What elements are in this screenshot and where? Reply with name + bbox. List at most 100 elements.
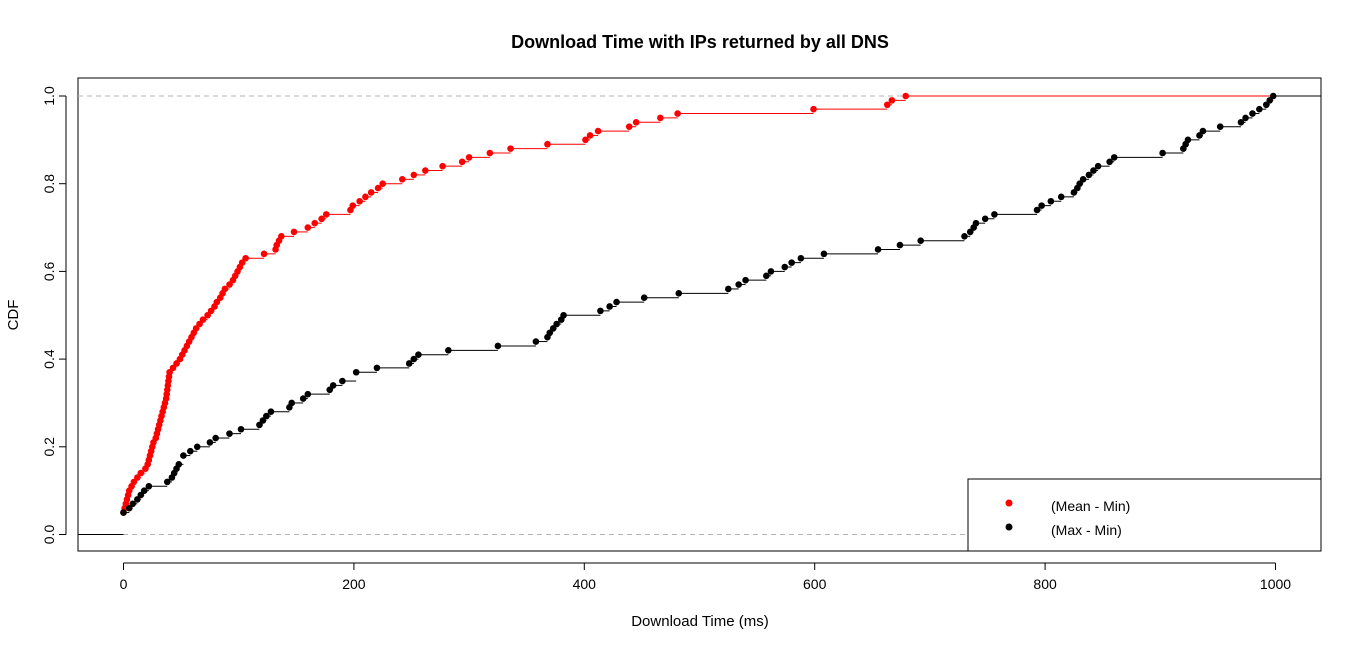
series-1-point-15 (206, 439, 214, 446)
series-0-point-70 (349, 202, 357, 209)
series-1-point-7 (163, 478, 171, 486)
legend-label-max-min: (Max - Min) (1051, 522, 1122, 538)
series-1-point-32 (405, 360, 413, 367)
series-1-point-74 (1079, 176, 1087, 183)
series-1-point-6 (145, 482, 153, 490)
legend-marker-max-min (1005, 523, 1013, 531)
series-1-point-41 (553, 320, 560, 328)
series-1-point-58 (874, 246, 882, 253)
series-1-point-64 (972, 219, 980, 227)
series-0-point-84 (544, 140, 551, 148)
series-0-point-72 (362, 193, 369, 201)
series-1-point-60 (917, 237, 924, 245)
series-0-point-82 (486, 149, 494, 157)
series-0-point-67 (318, 215, 325, 223)
series-1-point-75 (1085, 171, 1093, 179)
series-1-point-22 (267, 408, 275, 416)
series-1-point-90 (1256, 105, 1263, 113)
series-1-point-77 (1094, 162, 1102, 170)
series-0-point-87 (594, 127, 602, 135)
series-0-point-63 (278, 233, 285, 240)
series-0-point-44 (199, 316, 207, 323)
series-0-point-68 (322, 211, 330, 218)
series-1-point-26 (304, 390, 312, 398)
series-0-point-64 (290, 228, 298, 236)
x-tick-label-0: 0 (120, 576, 128, 592)
series-1-point-50 (735, 281, 742, 288)
series-0-point-92 (810, 105, 817, 113)
series-1-point-30 (352, 368, 360, 376)
y-axis: 0.0 0.2 0.4 0.6 0.8 1.0 (41, 86, 67, 545)
series-1-point-83 (1184, 136, 1192, 144)
y-axis-label: CDF (5, 300, 22, 331)
legend: (Mean - Min) (Max - Min) (967, 478, 1322, 552)
series-0-point-66 (311, 219, 319, 227)
series-0-point-59 (260, 250, 268, 258)
y-tick-label-5: 1.0 (41, 86, 57, 106)
series-0-point-88 (625, 123, 633, 130)
series-0-point-76 (398, 176, 406, 183)
x-tick-label-2: 400 (573, 576, 597, 592)
series-0-point-95 (902, 92, 910, 100)
series-1-point-43 (560, 311, 567, 319)
series-1-point-28 (329, 382, 337, 389)
series-1-point-59 (896, 241, 904, 249)
series-1 (78, 92, 1321, 535)
series-1-point-45 (606, 303, 613, 310)
series-1-point-2 (129, 500, 137, 508)
series-0-point-90 (657, 114, 664, 122)
x-tick-label-1: 200 (342, 576, 366, 592)
series-1-point-56 (797, 254, 805, 262)
series-1-point-54 (781, 263, 789, 271)
series-1-point-88 (1242, 114, 1249, 122)
reference-lines (78, 95, 1321, 535)
series-1-point-35 (445, 347, 452, 354)
series-1-point-46 (613, 298, 620, 306)
series-layer (78, 92, 1321, 535)
series-1-point-61 (961, 233, 968, 240)
series-1-point-79 (1110, 154, 1118, 161)
x-tick-label-4: 800 (1033, 576, 1057, 592)
series-1-point-36 (494, 342, 502, 350)
series-1-point-12 (180, 452, 187, 459)
series-0-point-79 (439, 162, 446, 170)
series-1-point-49 (725, 285, 732, 293)
y-tick-label-0: 0.0 (41, 525, 57, 545)
plot-frame (77, 77, 1322, 552)
series-1-point-89 (1249, 110, 1256, 117)
series-0-point-91 (674, 110, 681, 117)
x-tick-label-3: 600 (803, 576, 827, 592)
series-0 (78, 92, 1321, 535)
series-0-point-58 (242, 254, 249, 262)
series-0-point-71 (356, 197, 363, 205)
series-1-point-14 (193, 443, 201, 451)
y-tick-label-4: 0.8 (41, 174, 57, 194)
series-1-point-25 (299, 395, 307, 402)
series-1-point-47 (640, 294, 648, 302)
series-1-point-16 (212, 434, 219, 442)
series-1-point-18 (237, 425, 245, 433)
series-0-point-65 (304, 224, 312, 231)
series-1-point-70 (1057, 193, 1065, 201)
series-1-point-55 (788, 259, 795, 266)
series-0-point-83 (507, 145, 514, 152)
series-1-point-76 (1090, 167, 1097, 174)
series-0-point-81 (465, 154, 473, 161)
series-0-point-89 (632, 119, 640, 126)
x-axis: 0 200 400 600 800 1000 (120, 562, 1291, 592)
series-1-point-67 (1033, 206, 1041, 214)
series-0-point-80 (458, 158, 466, 166)
series-1-point-52 (763, 272, 770, 280)
series-1-point-65 (981, 215, 989, 223)
y-tick-label-1: 0.2 (41, 437, 57, 457)
series-0-point-78 (422, 167, 429, 174)
series-1-point-80 (1159, 149, 1166, 157)
series-1-point-5 (140, 487, 148, 494)
x-axis-label: Download Time (ms) (631, 613, 769, 630)
series-1-point-68 (1038, 202, 1045, 209)
series-1-point-66 (991, 211, 998, 218)
series-0-point-94 (888, 97, 896, 104)
series-1-point-29 (339, 377, 346, 385)
legend-box (967, 478, 1322, 552)
